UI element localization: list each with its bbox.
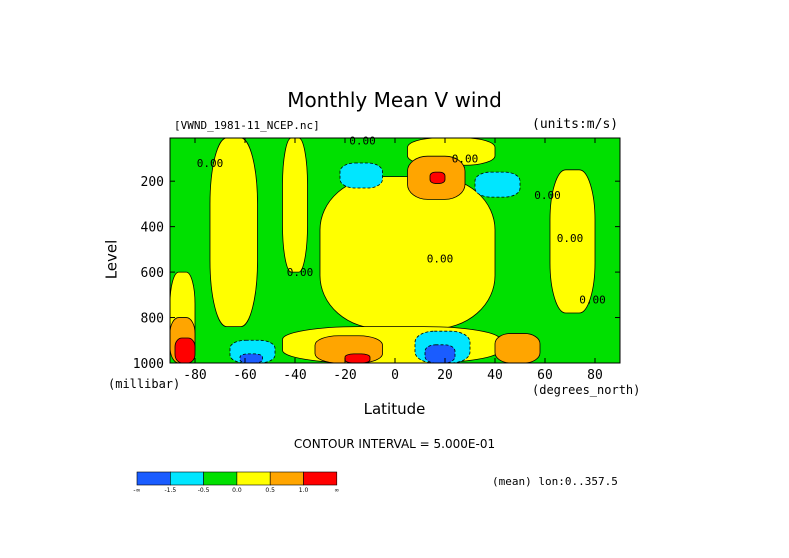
x-tick-label-7: 60 [537, 368, 553, 383]
contour-labels: 0.00 0.00 0.00 0.00 0.00 0.00 0.00 0.00 [197, 134, 606, 306]
colorbar: -∞ -1.5 -0.5 0.0 0.5 1.0 ∞ [133, 471, 339, 494]
x-tick-label-0: -80 [183, 368, 206, 383]
dataset-label: [VWND_1981-11_NCEP.nc] [174, 119, 320, 132]
contour-field [170, 138, 620, 363]
y-tick-label-2: 600 [141, 266, 164, 281]
field-region-13 [344, 353, 371, 363]
field-region-2 [209, 138, 258, 328]
colorbar-label-0: -∞ [133, 487, 140, 494]
chart-title: Monthly Mean V wind [287, 88, 502, 112]
colorbar-swatch-5 [303, 471, 338, 486]
contour-label-6: 0.00 [287, 266, 314, 279]
units-label: (units:m/s) [532, 117, 619, 132]
colorbar-swatch-3 [236, 471, 271, 486]
x-tick-label-4: 0 [391, 368, 399, 383]
colorbar-label-3: 0.0 [232, 487, 242, 494]
colorbar-swatch-1 [170, 471, 204, 486]
contour-label-2: 0.00 [197, 157, 224, 170]
field-region-8 [339, 162, 383, 189]
field-region-3 [282, 138, 308, 273]
colorbar-label-6: ∞ [334, 487, 339, 494]
x-tick-label-1: -60 [233, 368, 256, 383]
field-region-15 [424, 344, 456, 363]
field-region-16 [494, 333, 541, 363]
colorbar-label-5: 1.0 [299, 487, 309, 494]
contour-label-4: 0.00 [557, 232, 584, 245]
x-tick-label-5: 20 [437, 368, 453, 383]
y-tick-label-3: 800 [141, 312, 164, 327]
colorbar-swatch-2 [203, 471, 238, 486]
field-region-9 [474, 171, 521, 198]
colorbar-label-4: 0.5 [265, 487, 275, 494]
x-axis-label: Latitude [363, 400, 426, 418]
contour-label-7: 0.00 [579, 293, 606, 306]
x-tick-label-8: 80 [587, 368, 603, 383]
x-axis-units: (degrees_north) [532, 383, 641, 397]
y-axis-units: (millibar) [108, 377, 181, 391]
field-region-18 [239, 353, 263, 363]
axis-ticks: -80 -60 -40 -20 0 20 40 60 80 200 400 600 800 1000 [133, 138, 620, 383]
colorbar-label-2: -0.5 [198, 487, 210, 494]
averaging-text: (mean) lon:0..357.5 [492, 475, 618, 488]
y-tick-label-4: 1000 [133, 357, 164, 372]
field-region-7 [549, 169, 596, 314]
colorbar-swatch-4 [269, 471, 304, 486]
contour-label-0: 0.00 [349, 134, 376, 147]
y-tick-label-0: 200 [141, 175, 164, 190]
contour-label-5: 0.00 [427, 252, 454, 265]
colorbar-label-1: -1.5 [164, 487, 176, 494]
field-region-11 [429, 171, 446, 184]
x-tick-label-3: -20 [333, 368, 356, 383]
field-region-4 [319, 176, 496, 330]
x-tick-label-6: 40 [487, 368, 503, 383]
colorbar-swatch-0 [136, 471, 171, 486]
contour-interval-text: CONTOUR INTERVAL = 5.000E-01 [293, 437, 496, 451]
x-tick-label-2: -40 [283, 368, 306, 383]
contour-label-1: 0.00 [452, 152, 479, 165]
field-region-20 [174, 337, 196, 363]
contour-label-3: 0.00 [534, 189, 561, 202]
y-tick-label-1: 400 [141, 221, 164, 236]
